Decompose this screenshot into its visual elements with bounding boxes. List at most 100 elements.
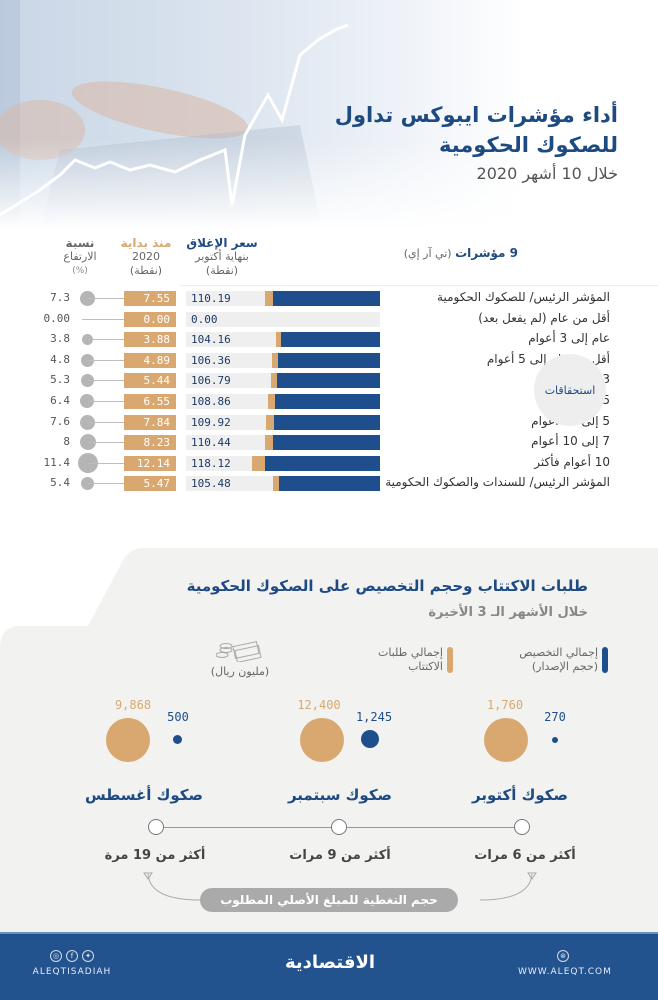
bracket-connectors [143,872,537,901]
bar-tip [276,332,281,348]
aug-subscriptions-bubble [106,718,150,762]
hero-fade [0,140,658,230]
ytd-value: 0.00 [124,311,176,327]
bar-fill [277,373,380,389]
instagram-icon[interactable]: ◎ [50,950,62,962]
pct-value: 4.8 [50,352,70,366]
timeline-node [148,819,164,835]
connector-line [82,318,124,320]
pct-dot [80,393,94,408]
close-bar: 118.12 [186,455,380,471]
twitter-icon[interactable]: ✦ [82,950,94,962]
close-bar: 109.92 [186,414,380,430]
section-title: طلبات الاكتتاب وحجم التخصيص على الصكوك ا… [186,577,588,595]
month-october: صكوك أكتوبر [472,786,568,804]
close-bar: 106.36 [186,352,380,368]
table-row: 0.00 0.00 0.00 أقل من عام (لم يفعل بعد) [0,309,658,330]
sep-subscriptions-bubble [300,718,344,762]
close-bar: 106.79 [186,373,380,389]
table-row: 8 8.23 110.44 7 إلى 10 أعوام [0,432,658,453]
legend-swatch-gold [447,647,453,673]
bar-tip [252,455,265,471]
money-stack-icon [215,641,262,663]
bar-tip [273,476,279,492]
social-handle[interactable]: ALEQTISADIAH [32,967,112,977]
pct-dot [81,353,94,367]
table-row: 5.4 5.47 105.48 المؤشر الرئيس/ للسندات و… [0,473,658,494]
legend-subscriptions: إجمالي طلبات الاكتتاب [353,646,453,674]
divider [180,285,658,286]
connector-line [88,442,124,444]
month-august: صكوك أغسطس [84,786,204,804]
header: أداء مؤشرات ايبوكس تداول للصكوك الحكومية… [335,100,618,183]
connector-line [88,462,124,464]
pct-dot [81,374,94,388]
close-bar: 110.44 [186,435,380,451]
oct-subscriptions: 1,760 [486,698,524,712]
connector-line [88,298,124,299]
bar-tip [265,291,273,306]
col-head-ytd: منذ بداية 2020 (نقطة) [120,236,172,277]
bar-tip [268,393,275,409]
connector-line [88,421,124,423]
close-bar: 110.19 [186,291,380,306]
row-label: أقل من عام (لم يفعل بعد) [478,310,610,325]
sep-allocation-bubble [361,730,379,748]
pct-value: 11.4 [43,455,71,469]
ytd-value: 7.84 [124,414,176,430]
legend-allocation: إجمالي التخصيص (حجم الإصدار) [488,646,608,674]
pct-value: 7.3 [50,291,70,304]
pct-dot [82,334,93,346]
globe-icon: ⊛ [557,950,569,962]
page-subtitle: خلال 10 أشهر 2020 [476,164,618,183]
month-september: صكوك سبتمبر [287,786,393,804]
table-row: 7.6 7.84 109.92 5 إلى 10 أعوام [0,412,658,433]
pct-value: 7.6 [50,414,70,428]
index-count: 9 مؤشرات (تي آر إي) [403,246,518,260]
maturities-badge: استحقاقات [534,354,606,426]
sep-subscriptions: 12,400 [297,698,341,712]
table-row: 4.8 4.89 106.36 أقل من عام إلى 5 أعوام [0,350,658,371]
aug-allocation: 500 [167,710,189,724]
website-url[interactable]: WWW.ALEQT.COM [518,967,612,977]
ytd-value: 4.89 [124,352,176,368]
bar-fill [265,455,380,471]
sep-allocation: 1,245 [355,710,393,724]
ytd-value: 5.44 [124,373,176,389]
ytd-value: 7.55 [124,291,176,306]
table-row: 7.3 7.55 110.19 المؤشر الرئيس/ للصكوك ال… [0,288,658,309]
oct-allocation-bubble [552,737,558,743]
bar-fill [278,352,380,368]
bar-fill [281,332,380,348]
coverage-august: أكثر من 19 مرة [104,848,206,863]
connector-line [88,380,124,382]
website-link[interactable]: ⊛ WWW.ALEQT.COM [518,950,612,977]
page-title-line1: أداء مؤشرات ايبوكس تداول [334,103,618,127]
pct-value: 5.4 [50,476,70,490]
pct-dot [80,414,95,430]
ytd-value: 5.47 [124,476,176,492]
row-label: المؤشر الرئيس/ للصكوك الحكومية [437,290,610,304]
row-label: عام إلى 3 أعوام [528,331,610,346]
pct-value: 0.00 [43,311,71,325]
close-bar: 108.86 [186,393,380,409]
ytd-value: 12.14 [124,455,176,471]
pct-value: 5.3 [50,373,70,387]
facebook-icon[interactable]: f [66,950,78,962]
brand-logo: الاقتصادية [284,952,376,973]
connector-line [88,339,124,341]
legend-swatch-navy [602,647,608,673]
timeline-node [331,819,347,835]
table-row: 11.4 12.14 118.12 10 أعوام فأكثر [0,452,658,474]
bar-fill [273,291,380,306]
col-head-close: سعر الإغلاق بنهاية أكتوبر (نقطة) [186,236,258,277]
page-title-line2: للصكوك الحكومية [439,133,618,157]
row-label: 10 أعوام فأكثر [534,454,610,469]
close-bar: 0.00 [186,311,380,327]
timeline-node [514,819,530,835]
coverage-label: حجم التغطية للمبلغ الأصلي المطلوب [200,888,458,912]
section-subtitle: خلال الأشهر الـ 3 الأخيرة [428,605,588,620]
footer: ◎ f ✦ ALEQTISADIAH الاقتصادية ⊛ WWW.ALEQ… [0,932,658,1000]
pct-value: 6.4 [50,393,70,407]
unit-label: (مليون ريال) [205,640,275,678]
